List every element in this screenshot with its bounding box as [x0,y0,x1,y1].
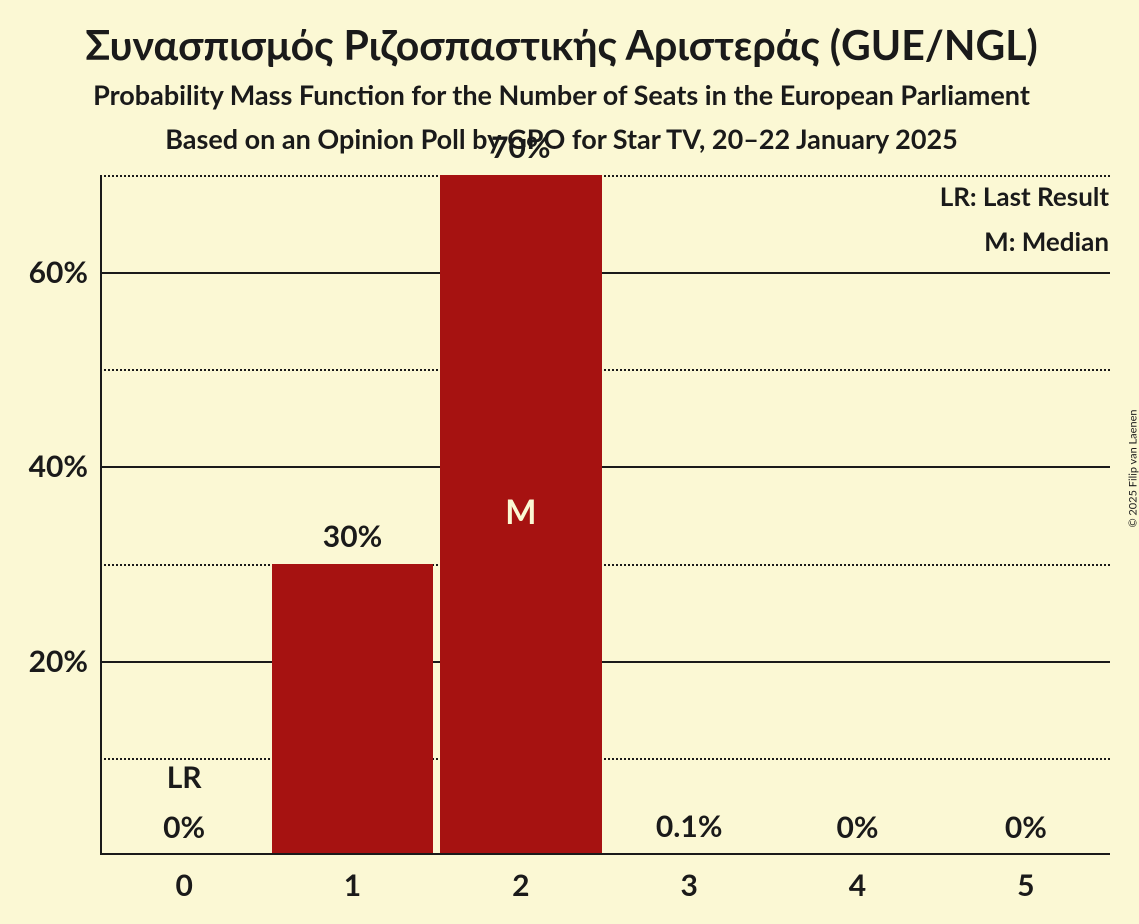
x-tick-label: 1 [344,855,361,903]
bar-annotation: LR [167,759,202,795]
x-axis [100,853,1110,855]
bar-value-label: 0.1% [656,808,723,844]
x-tick-label: 3 [680,855,697,903]
x-tick-label: 0 [175,855,192,903]
bar-value-label: 0% [163,809,205,845]
legend-item: LR: Last Result [940,180,1109,212]
gridline-major [100,272,1110,274]
plot-area: 20%40%60%0%030%170%20.1%30%40%5LRM [100,175,1110,855]
legend-item: M: Median [984,225,1109,257]
x-tick-label: 4 [849,855,866,903]
gridline-major [100,661,1110,663]
bar [272,564,434,855]
x-tick-label: 5 [1017,855,1034,903]
bar-value-label: 0% [1005,809,1047,845]
bar-value-label: 0% [837,809,879,845]
gridline-minor [100,175,1110,177]
chart-container: Συνασπισμός Ριζοσπαστικής Αριστεράς (GUE… [0,0,1139,924]
y-tick-label: 60% [29,254,100,290]
y-axis [100,175,102,855]
gridline-minor [100,758,1110,760]
chart-title: Συνασπισμός Ριζοσπαστικής Αριστεράς (GUE… [0,20,1123,69]
y-tick-label: 20% [29,643,100,679]
bar-value-label: 30% [323,518,382,554]
y-tick-label: 40% [29,448,100,484]
chart-subtitle-1: Probability Mass Function for the Number… [0,78,1123,111]
bar-annotation-median: M [505,492,536,532]
x-tick-label: 2 [512,855,529,903]
gridline-minor [100,369,1110,371]
bar-value-label: 70% [491,129,550,165]
chart-subtitle-2: Based on an Opinion Poll by GPO for Star… [0,122,1123,155]
gridline-minor [100,564,1110,566]
copyright-text: © 2025 Filip van Laenen [1127,409,1139,527]
gridline-major [100,466,1110,468]
